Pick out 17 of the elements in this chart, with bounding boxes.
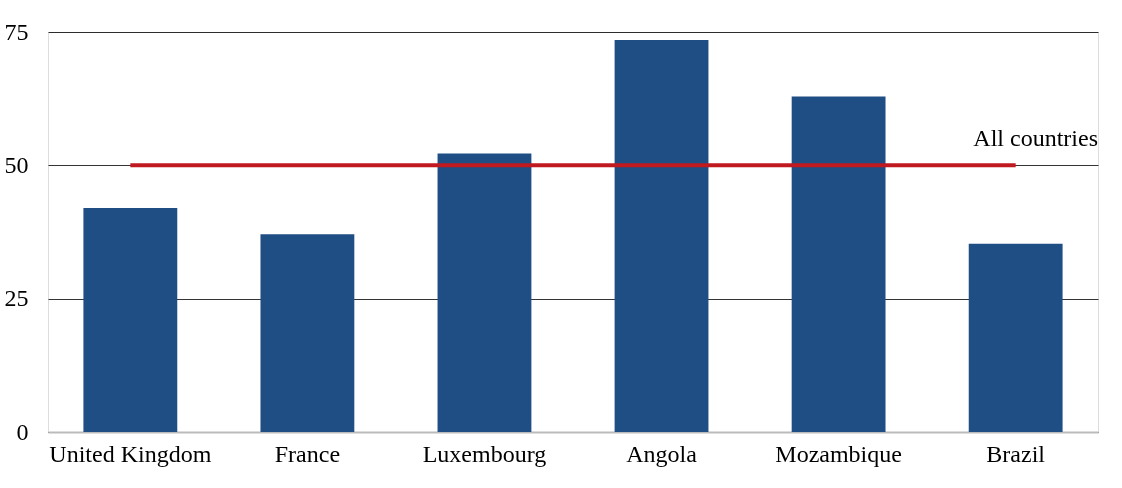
x-tick-label: France — [274, 440, 341, 467]
bar — [83, 208, 178, 432]
bar — [437, 153, 532, 432]
x-tick-label: Mozambique — [775, 440, 902, 467]
ref-line-label: All countries — [973, 125, 1098, 152]
y-tick-label: 0 — [16, 418, 29, 445]
x-tick-label: Brazil — [986, 440, 1046, 467]
x-tick-label: Luxembourg — [422, 440, 547, 467]
x-tick-label: United Kingdom — [49, 440, 212, 467]
y-tick-label: 25 — [4, 285, 29, 312]
x-tick-label: Angola — [626, 440, 698, 467]
y-tick-label: 75 — [4, 18, 29, 45]
bar — [968, 243, 1063, 432]
bar — [791, 96, 886, 432]
y-tick-label: 50 — [4, 151, 29, 178]
bar — [614, 40, 709, 432]
bar — [260, 234, 355, 432]
